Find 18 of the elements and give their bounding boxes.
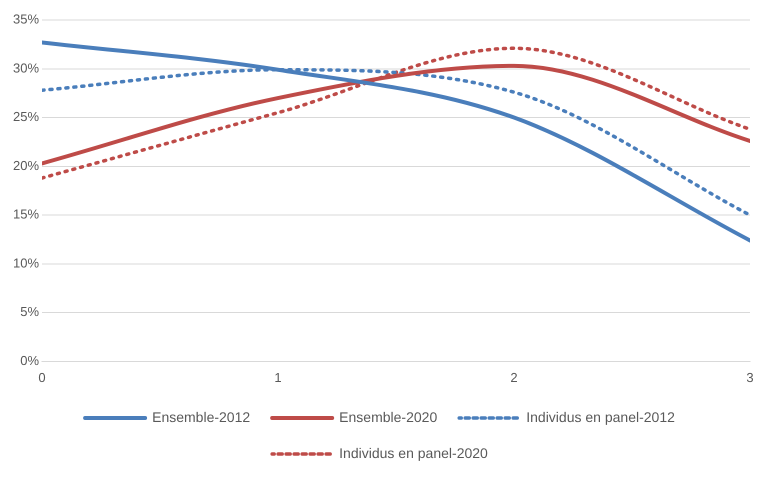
line-series — [42, 40, 750, 242]
x-tick-label: 3 — [746, 370, 754, 385]
line-series — [42, 46, 750, 180]
y-tick-label: 15% — [12, 206, 40, 222]
y-tick-label: 25% — [12, 109, 40, 124]
x-tick-label: 1 — [274, 370, 282, 385]
legend-label: Ensemble-2020 — [339, 408, 438, 425]
y-tick-label: 20% — [12, 158, 40, 173]
legend-label: Ensemble-2012 — [152, 408, 250, 425]
y-tick-label: 35% — [12, 12, 40, 27]
y-tick-label: 5% — [20, 304, 40, 320]
legend-label: Individus en panel-2020 — [339, 444, 488, 461]
y-tick-label: 30% — [12, 60, 40, 76]
y-tick-label: 10% — [12, 255, 40, 270]
x-tick-label: 2 — [510, 370, 518, 385]
y-tick-label: 0% — [20, 352, 40, 368]
legend-label: Individus en panel-2012 — [526, 408, 676, 425]
x-tick-label: 0 — [38, 370, 46, 385]
